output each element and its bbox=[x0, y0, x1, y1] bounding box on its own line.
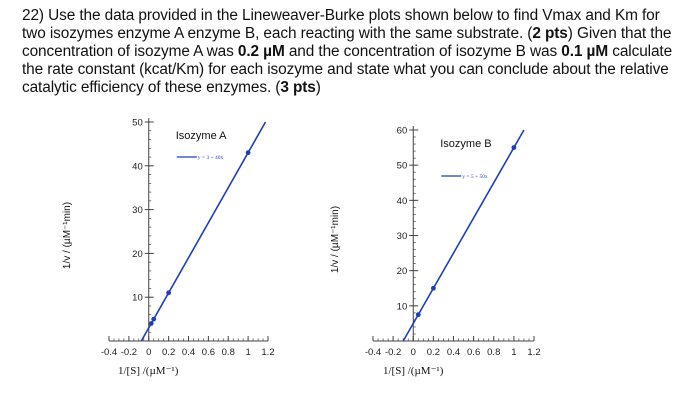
x-tick-label-b: -0.4 bbox=[365, 347, 381, 358]
y-axis-label-a: 1/v / (µM⁻¹min) bbox=[62, 202, 73, 269]
legend-label-b: y = 5 + 50x bbox=[462, 174, 488, 180]
x-axis-label-a: 1/[S] /(µM⁻¹) bbox=[118, 365, 179, 377]
question-part-1: 22) Use the data provided in the Linewea… bbox=[22, 7, 660, 42]
x-tick-label-a: -0.4 bbox=[101, 347, 117, 358]
fit-line-b bbox=[402, 129, 525, 342]
data-point-a bbox=[151, 316, 157, 322]
data-point-a bbox=[148, 321, 154, 326]
panel-title-a: Isozyme A bbox=[176, 130, 227, 142]
x-tick-label-b: 1 bbox=[511, 347, 516, 358]
question-text: 22) Use the data provided in the Linewea… bbox=[22, 7, 682, 97]
fit-line-a bbox=[140, 121, 267, 342]
question-part-5: ) bbox=[315, 79, 321, 96]
data-point-a bbox=[166, 290, 172, 296]
y-tick-label-a: 30 bbox=[132, 205, 143, 216]
points-2: 3 pts bbox=[280, 79, 316, 96]
y-tick-label-b: 40 bbox=[397, 196, 408, 207]
data-point-a bbox=[245, 150, 251, 156]
x-axis-label-b: 1/[S] /(µM⁻¹) bbox=[383, 365, 444, 377]
points-1: 2 pts bbox=[532, 25, 568, 42]
y-tick-label-b: 60 bbox=[397, 126, 408, 137]
conc-b: 0.1 µM bbox=[561, 43, 609, 60]
x-tick-label-b: 0.4 bbox=[447, 347, 460, 358]
y-tick-label-b: 50 bbox=[397, 161, 408, 172]
y-tick-label-b: 30 bbox=[397, 231, 408, 242]
question-part-4: calculate the rate constant (kcat/Km) fo… bbox=[22, 43, 673, 96]
data-point-b bbox=[511, 145, 517, 150]
x-tick-label-a: 0.8 bbox=[222, 347, 235, 358]
x-tick-label-a: 0 bbox=[146, 347, 151, 358]
x-tick-label-b: 0.2 bbox=[427, 347, 440, 358]
conc-a: 0.2 µM bbox=[237, 43, 285, 60]
x-tick-label-b: 0.6 bbox=[467, 347, 480, 358]
x-tick-label-a: -0.2 bbox=[121, 347, 137, 358]
y-tick-label-a: 50 bbox=[132, 118, 143, 129]
panel-title-b: Isozyme B bbox=[440, 138, 491, 150]
x-tick-label-a: 0.2 bbox=[162, 347, 175, 358]
y-tick-label-a: 10 bbox=[132, 293, 143, 304]
x-tick-label-b: 0.8 bbox=[487, 347, 500, 358]
y-tick-label-a: 20 bbox=[132, 249, 143, 260]
question-part-2: ) Given that the concentration of isozym… bbox=[22, 25, 672, 60]
data-point-b bbox=[430, 285, 436, 291]
legend-label-a: y = 3 + 40x bbox=[198, 155, 224, 161]
x-tick-label-a: 1 bbox=[245, 347, 250, 358]
x-tick-label-a: 0.6 bbox=[202, 347, 215, 358]
y-tick-label-b: 10 bbox=[397, 301, 408, 312]
y-axis-label-b: 1/v / (µM⁻¹min) bbox=[330, 206, 341, 273]
question-part-3: and the concentration of isozyme B was bbox=[284, 43, 562, 60]
x-tick-label-a: 1.2 bbox=[261, 347, 274, 358]
y-tick-label-b: 20 bbox=[397, 266, 408, 277]
data-point-b bbox=[415, 312, 421, 318]
x-tick-label-a: 0.4 bbox=[182, 347, 195, 358]
x-tick-label-b: 0 bbox=[411, 347, 416, 358]
x-tick-label-b: 1.2 bbox=[527, 347, 540, 358]
y-tick-label-a: 40 bbox=[132, 161, 143, 172]
x-tick-label-b: -0.2 bbox=[385, 347, 401, 358]
